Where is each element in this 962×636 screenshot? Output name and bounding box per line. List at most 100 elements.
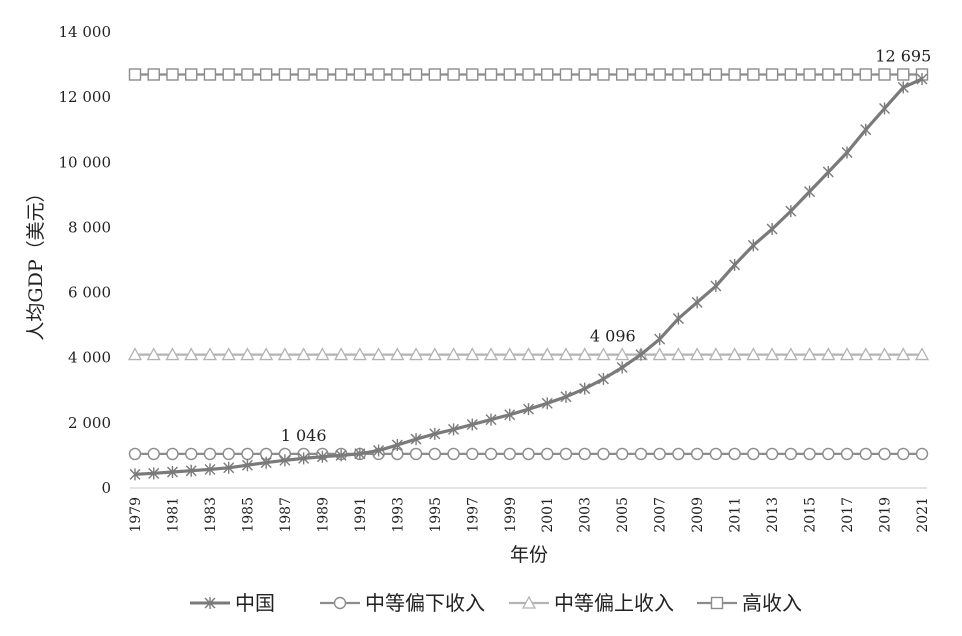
y-tick-label: 12 000 [59, 88, 112, 106]
asterisk-marker [729, 258, 741, 271]
square-marker [765, 68, 779, 81]
square-marker [522, 68, 535, 81]
asterisk-marker [335, 449, 347, 462]
x-tick-label: 1997 [465, 497, 481, 533]
triangle-marker [671, 347, 686, 361]
x-tick-label: 2013 [765, 497, 781, 533]
x-tick-label: 2007 [653, 497, 669, 533]
square-marker [297, 68, 310, 81]
triangle-marker [615, 347, 630, 361]
asterisk-marker [485, 413, 497, 426]
square-marker [316, 68, 329, 81]
square-marker [391, 68, 404, 81]
asterisk-marker [616, 361, 628, 374]
series-中国 [129, 73, 928, 481]
triangle-marker [877, 347, 892, 361]
x-tick-label: 1979 [128, 497, 144, 533]
circle-marker [203, 447, 217, 461]
square-marker [859, 68, 872, 81]
square-marker [409, 68, 423, 81]
y-tick-label: 0 [101, 479, 111, 497]
asterisk-marker [822, 166, 834, 179]
asterisk-marker [635, 348, 647, 361]
asterisk-marker [298, 452, 310, 465]
circle-marker [803, 447, 816, 461]
circle-marker [709, 447, 723, 461]
circle-marker [409, 447, 423, 461]
y-tick-label: 6 000 [68, 284, 111, 302]
asterisk-marker [747, 239, 759, 252]
asterisk-marker [148, 467, 160, 480]
circle-marker [728, 447, 741, 461]
triangle-marker [558, 347, 574, 361]
square-marker [747, 68, 760, 81]
asterisk-marker [466, 418, 478, 431]
square-marker [634, 68, 648, 81]
triangle-marker [202, 347, 218, 361]
circle-marker [897, 447, 910, 461]
circle-marker [578, 447, 591, 461]
square-marker [185, 68, 198, 81]
x-tick-label: 1995 [428, 497, 444, 533]
triangle-marker [746, 347, 761, 361]
triangle-marker [146, 347, 161, 361]
circle-marker [840, 447, 854, 461]
asterisk-marker [260, 456, 272, 469]
triangle-marker [390, 347, 405, 361]
legend-label: 中国 [235, 591, 275, 615]
data-label: 1 046 [281, 426, 327, 445]
square-marker [878, 68, 891, 81]
circle-marker [690, 447, 704, 461]
square-marker [728, 68, 741, 81]
asterisk-marker [804, 185, 816, 198]
square-marker [541, 68, 554, 81]
square-marker [615, 68, 629, 81]
circle-marker [653, 447, 666, 461]
triangle-marker [296, 347, 311, 361]
x-tick-label: 1987 [278, 497, 294, 533]
x-tick-label: 2003 [578, 497, 594, 533]
circle-marker [878, 447, 891, 461]
square-marker [278, 68, 292, 81]
circle-marker [634, 447, 648, 461]
square-marker [897, 68, 910, 81]
y-tick-label: 4 000 [68, 349, 111, 367]
circle-marker [166, 447, 179, 461]
triangle-marker [914, 347, 930, 361]
triangle-marker [652, 347, 667, 361]
x-tick-label: 2009 [690, 497, 706, 533]
circle-marker [541, 447, 554, 461]
triangle-marker [240, 347, 255, 361]
square-marker [128, 68, 142, 81]
x-tick-label: 2015 [803, 497, 819, 533]
triangle-marker [596, 347, 611, 361]
x-tick-label: 1991 [353, 497, 369, 533]
triangle-marker [184, 347, 199, 361]
square-marker [822, 68, 835, 81]
triangle-marker [839, 347, 855, 361]
square-marker [840, 68, 854, 81]
asterisk-marker [166, 466, 178, 479]
x-tick-label: 2011 [728, 497, 744, 533]
square-marker [466, 68, 479, 81]
square-marker [503, 68, 516, 81]
asterisk-marker [129, 468, 141, 481]
triangle-marker [165, 347, 180, 361]
asterisk-marker [597, 372, 609, 385]
square-marker [334, 68, 348, 81]
asterisk-marker [448, 423, 460, 436]
x-tick-label: 2017 [840, 497, 856, 533]
triangle-marker [127, 347, 143, 361]
square-marker [428, 68, 442, 81]
square-marker [166, 68, 179, 81]
circle-marker [185, 447, 198, 461]
asterisk-marker [841, 146, 853, 159]
y-axis-title: 人均GDP（美元） [25, 183, 47, 340]
square-marker [147, 68, 160, 81]
triangle-marker [408, 347, 424, 361]
series-中等偏上收入 [127, 347, 930, 361]
asterisk-marker [223, 461, 235, 474]
legend-label: 中等偏上收入 [554, 591, 674, 615]
